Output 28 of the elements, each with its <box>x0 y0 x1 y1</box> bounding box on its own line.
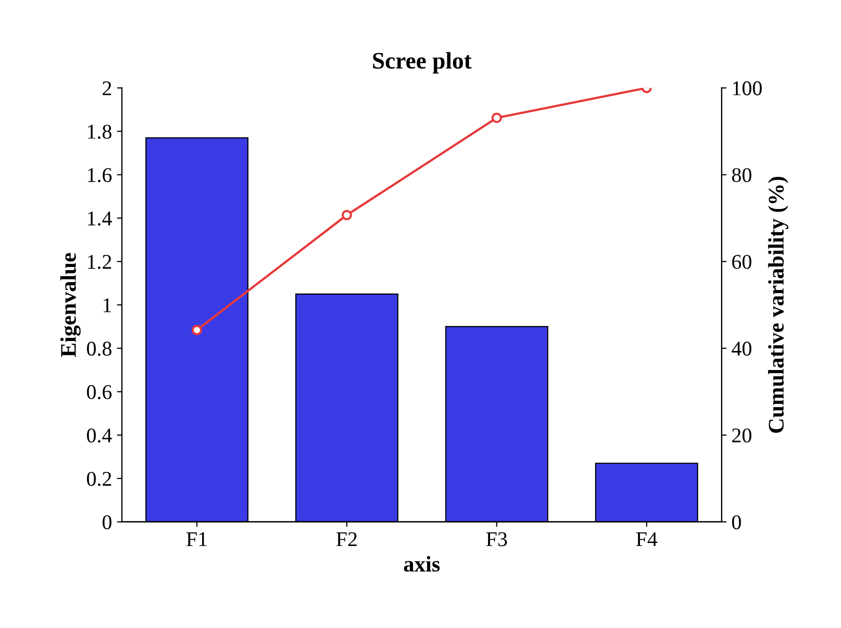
y-tick-label: 1 <box>104 298 111 312</box>
y2-tick-label: 80 <box>732 168 752 182</box>
y-tick-label: 0.4 <box>86 428 112 443</box>
point <box>192 324 202 336</box>
y-tick-label: 2 <box>102 81 112 96</box>
y2-tick-label: 20 <box>732 428 752 443</box>
y-tick-label: 0 <box>102 515 112 530</box>
y-tick-label: 0.2 <box>86 472 112 486</box>
chart-title: Scree plot <box>373 52 472 74</box>
y-tick-label: 1.4 <box>88 212 112 226</box>
y2-tick-label: 0 <box>732 515 741 530</box>
y2-tick-label: 60 <box>732 254 752 269</box>
x-axis-title: axis <box>404 556 440 572</box>
y-tick-label: 1.6 <box>88 168 112 182</box>
y-tick-label: 0.8 <box>86 342 112 356</box>
point <box>492 112 502 124</box>
y-tick-label: 1.8 <box>88 124 112 139</box>
y-axis-title: Eigenvalue <box>60 252 81 357</box>
y2-tick-label: 40 <box>732 342 752 356</box>
x-tick-label: F4 <box>636 532 658 546</box>
y2-tick-label: 100 <box>733 81 762 96</box>
point <box>342 210 352 220</box>
y2-axis-title: Cumulative variability (%) <box>768 176 788 433</box>
x-tick-label: F3 <box>486 532 507 546</box>
x-tick-label: F2 <box>336 532 357 546</box>
y-tick-label: 0.6 <box>86 385 112 400</box>
x-tick-label: F1 <box>186 532 207 546</box>
y-tick-label: 1.2 <box>88 254 112 270</box>
